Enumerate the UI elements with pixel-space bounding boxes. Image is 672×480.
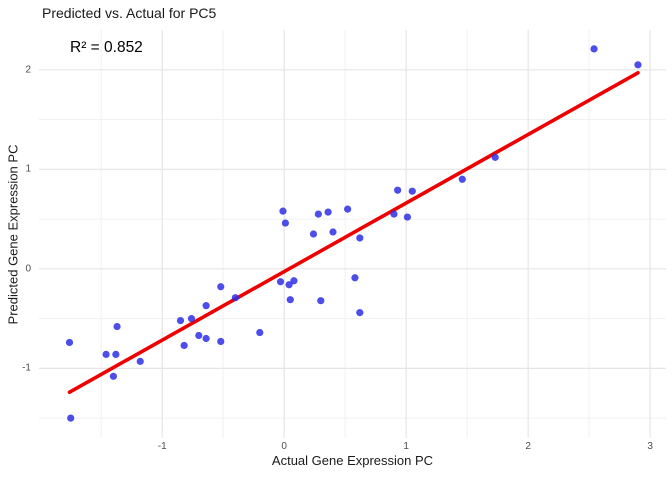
- data-point: [590, 45, 598, 53]
- x-tick-label: 2: [525, 441, 531, 452]
- data-point: [176, 316, 185, 325]
- data-point: [286, 296, 294, 304]
- data-point: [634, 61, 642, 69]
- data-point: [65, 338, 74, 347]
- plot-panel: [39, 30, 666, 438]
- r-squared-annotation: R² = 0.852: [70, 39, 143, 56]
- data-point: [390, 210, 398, 218]
- data-point: [202, 302, 210, 310]
- data-point: [279, 207, 287, 215]
- x-tick-label: 1: [403, 441, 409, 452]
- data-point: [351, 274, 359, 282]
- y-tick-label: 1: [25, 163, 31, 175]
- data-point: [102, 350, 110, 359]
- data-point: [281, 219, 290, 227]
- plot-canvas: [39, 30, 666, 438]
- data-point: [136, 357, 144, 365]
- data-point: [403, 213, 411, 221]
- x-axis-title: Actual Gene Expression PC: [271, 453, 434, 468]
- data-point: [344, 205, 352, 213]
- y-axis-title: Predicted Gene Expression PC: [5, 144, 21, 325]
- data-point: [285, 281, 293, 289]
- data-point: [458, 175, 466, 183]
- data-point: [314, 210, 322, 218]
- data-point: [394, 186, 402, 194]
- data-point: [290, 277, 298, 285]
- data-point: [324, 208, 332, 216]
- data-point: [356, 309, 364, 317]
- data-point: [408, 187, 416, 195]
- data-point: [231, 294, 239, 302]
- data-point: [276, 278, 285, 286]
- x-tick-label: -1: [157, 441, 167, 452]
- data-point: [180, 341, 188, 350]
- y-tick-label: 2: [25, 64, 31, 76]
- x-tick-label: 0: [281, 441, 287, 452]
- regression-line: [67, 70, 640, 395]
- data-point: [329, 228, 337, 236]
- plot-title: Predicted vs. Actual for PC5: [42, 5, 217, 21]
- data-point: [202, 334, 210, 343]
- data-point: [317, 297, 325, 305]
- data-point: [217, 337, 225, 346]
- data-point: [113, 322, 121, 331]
- data-point: [256, 328, 264, 337]
- data-point: [309, 230, 318, 238]
- x-tick-label: 3: [647, 441, 653, 452]
- data-point: [195, 331, 203, 340]
- y-tick-label: -1: [22, 362, 31, 374]
- data-point: [217, 283, 225, 291]
- data-point: [491, 153, 499, 161]
- data-point: [187, 314, 196, 323]
- data-point: [109, 372, 118, 380]
- data-point: [67, 414, 75, 422]
- data-point: [356, 234, 364, 242]
- data-point: [112, 350, 120, 359]
- y-tick-label: 0: [25, 263, 31, 275]
